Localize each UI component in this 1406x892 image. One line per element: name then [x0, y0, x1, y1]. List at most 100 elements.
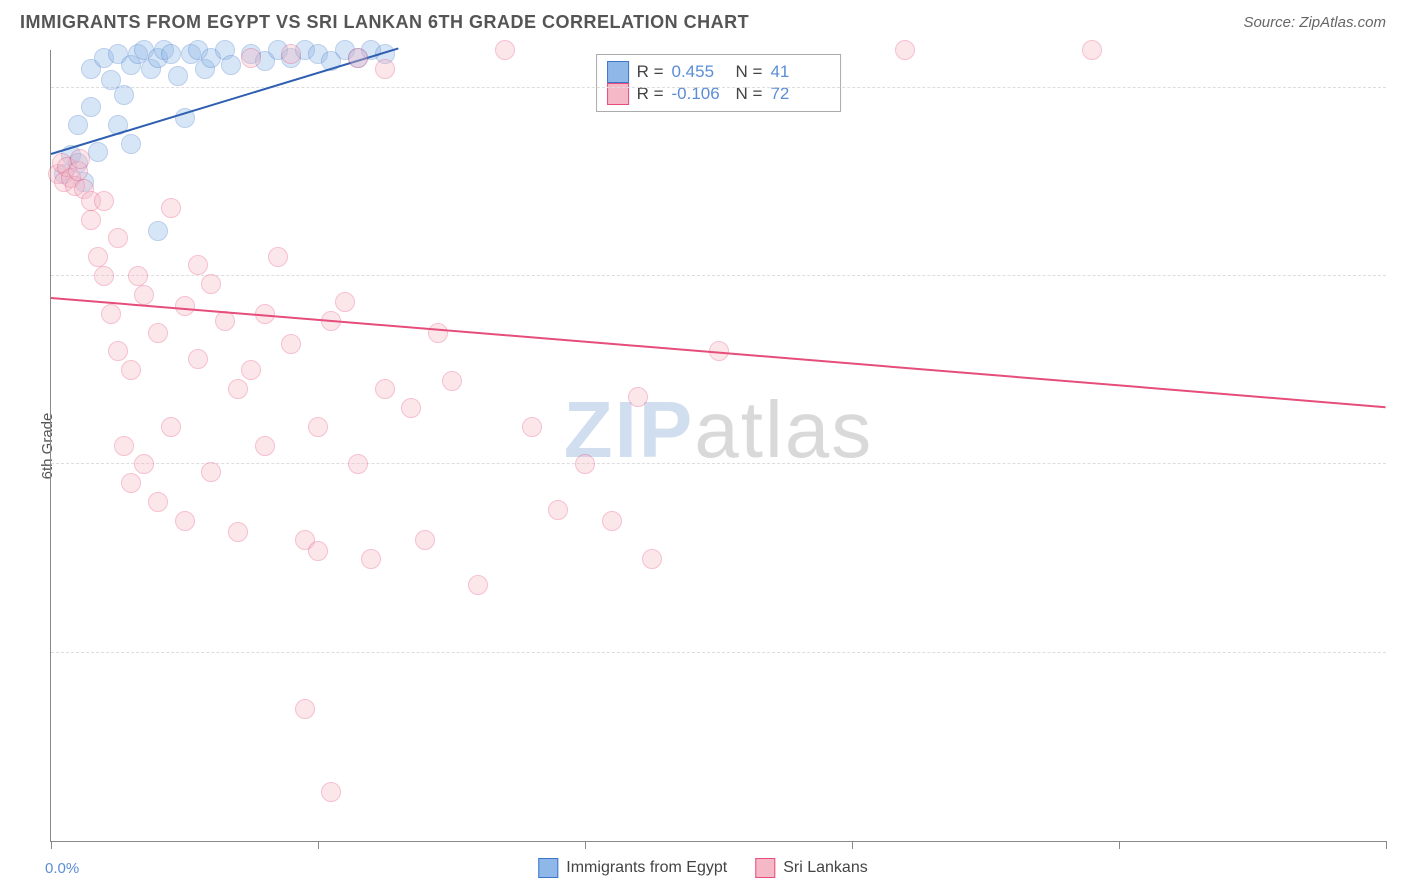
data-point	[281, 334, 301, 354]
y-tick-label: 100.0%	[1396, 62, 1406, 79]
data-point	[121, 360, 141, 380]
data-point	[108, 228, 128, 248]
r-label: R =	[637, 62, 664, 82]
data-point	[121, 134, 141, 154]
legend-swatch-egypt-icon	[538, 858, 558, 878]
data-point	[81, 210, 101, 230]
watermark-part2: atlas	[694, 385, 873, 474]
data-point	[268, 247, 288, 267]
legend-label-egypt: Immigrants from Egypt	[566, 859, 727, 877]
data-point	[401, 398, 421, 418]
data-point	[895, 40, 915, 60]
data-point	[348, 48, 368, 68]
data-point	[442, 371, 462, 391]
gridline	[51, 275, 1386, 276]
data-point	[241, 48, 261, 68]
data-point	[255, 436, 275, 456]
data-point	[335, 292, 355, 312]
data-point	[221, 55, 241, 75]
data-point	[88, 247, 108, 267]
data-point	[94, 266, 114, 286]
data-point	[94, 191, 114, 211]
n-value-egypt: 41	[770, 62, 826, 82]
data-point	[348, 454, 368, 474]
data-point	[415, 530, 435, 550]
data-point	[628, 387, 648, 407]
x-tick	[318, 841, 319, 849]
data-point	[361, 549, 381, 569]
data-point	[134, 454, 154, 474]
gridline	[51, 463, 1386, 464]
data-point	[215, 311, 235, 331]
data-point	[188, 255, 208, 275]
data-point	[575, 454, 595, 474]
data-point	[201, 274, 221, 294]
data-point	[175, 511, 195, 531]
y-tick-label: 95.0%	[1396, 251, 1406, 268]
data-point	[281, 44, 301, 64]
data-point	[134, 285, 154, 305]
watermark: ZIPatlas	[564, 384, 873, 476]
x-tick	[1119, 841, 1120, 849]
data-point	[308, 417, 328, 437]
data-point	[101, 304, 121, 324]
y-tick-label: 90.0%	[1396, 439, 1406, 456]
data-point	[642, 549, 662, 569]
x-tick-max: 100.0%	[1396, 860, 1406, 877]
data-point	[175, 296, 195, 316]
data-point	[108, 341, 128, 361]
series-legend: Immigrants from Egypt Sri Lankans	[538, 858, 867, 878]
data-point	[241, 360, 261, 380]
data-point	[148, 323, 168, 343]
data-point	[1082, 40, 1102, 60]
legend-row-egypt: R = 0.455 N = 41	[607, 61, 827, 83]
legend-item-egypt: Immigrants from Egypt	[538, 858, 727, 878]
legend-swatch-srilanka-icon	[755, 858, 775, 878]
data-point	[148, 492, 168, 512]
data-point	[228, 379, 248, 399]
data-point	[188, 349, 208, 369]
data-point	[602, 511, 622, 531]
x-tick	[852, 841, 853, 849]
data-point	[68, 115, 88, 135]
data-point	[308, 541, 328, 561]
data-point	[228, 522, 248, 542]
correlation-legend: R = 0.455 N = 41 R = -0.106 N = 72	[596, 54, 842, 112]
data-point	[168, 66, 188, 86]
y-tick-label: 85.0%	[1396, 627, 1406, 644]
legend-label-srilanka: Sri Lankans	[783, 859, 868, 877]
n-label: N =	[736, 62, 763, 82]
data-point	[161, 198, 181, 218]
data-point	[321, 782, 341, 802]
data-point	[70, 149, 90, 169]
data-point	[522, 417, 542, 437]
r-value-egypt: 0.455	[672, 62, 728, 82]
data-point	[161, 44, 181, 64]
data-point	[295, 699, 315, 719]
data-point	[468, 575, 488, 595]
chart-title: IMMIGRANTS FROM EGYPT VS SRI LANKAN 6TH …	[20, 12, 749, 33]
gridline	[51, 652, 1386, 653]
legend-item-srilanka: Sri Lankans	[755, 858, 868, 878]
x-tick	[585, 841, 586, 849]
data-point	[428, 323, 448, 343]
data-point	[375, 379, 395, 399]
gridline	[51, 87, 1386, 88]
source-attribution: Source: ZipAtlas.com	[1243, 14, 1386, 31]
data-point	[148, 221, 168, 241]
x-tick-min: 0.0%	[45, 860, 79, 877]
data-point	[201, 462, 221, 482]
trend-line	[51, 297, 1386, 408]
x-tick	[1386, 841, 1387, 849]
data-point	[114, 85, 134, 105]
data-point	[548, 500, 568, 520]
data-point	[121, 473, 141, 493]
legend-swatch-egypt	[607, 61, 629, 83]
data-point	[128, 266, 148, 286]
scatter-plot-area: ZIPatlas R = 0.455 N = 41 R = -0.106 N =…	[50, 50, 1386, 842]
data-point	[88, 142, 108, 162]
data-point	[495, 40, 515, 60]
data-point	[161, 417, 181, 437]
data-point	[114, 436, 134, 456]
x-tick	[51, 841, 52, 849]
